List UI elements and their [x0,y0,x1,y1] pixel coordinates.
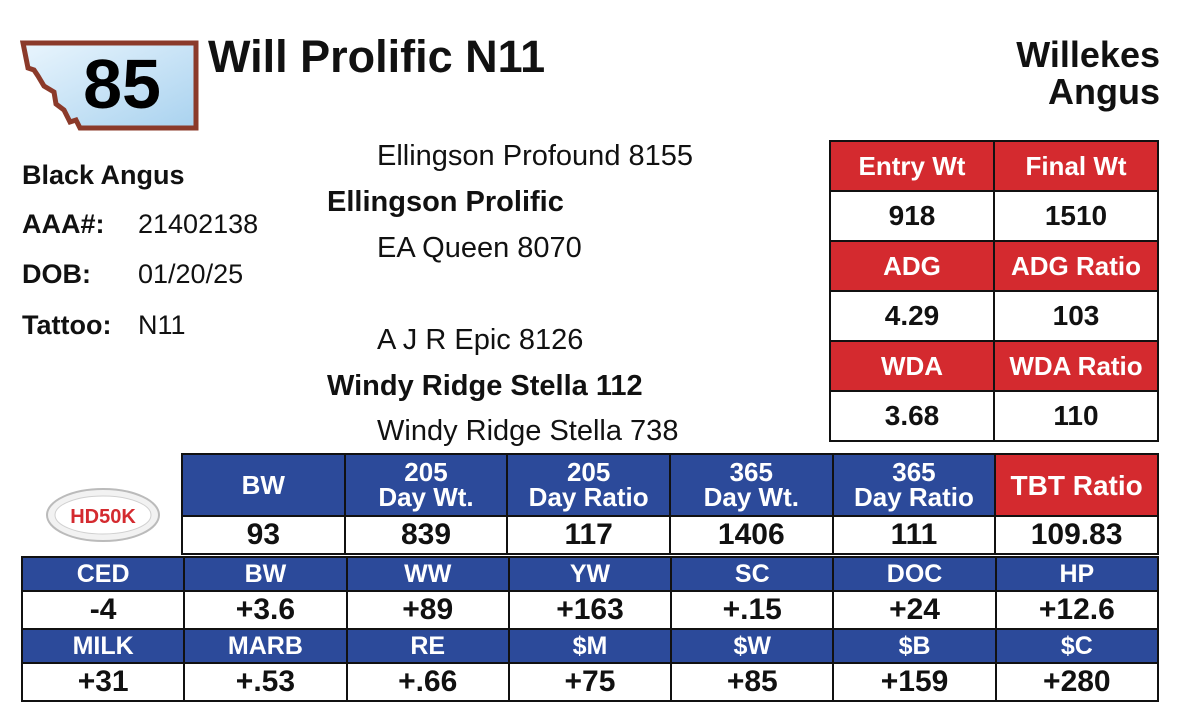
epd-value: +3.6 [183,590,348,630]
weights-header-365-ratio: 365 Day Ratio [831,453,997,517]
weights-header-tbt-ratio: TBT Ratio [994,453,1159,517]
tattoo-label: Tattoo: [22,310,112,340]
weights-value-bw: 93 [181,515,346,555]
animal-name: Will Prolific N11 [208,31,546,82]
wda-value: 3.68 [829,390,995,442]
adg-header: ADG [829,240,995,292]
pedigree-sire: Ellingson Prolific [327,186,564,218]
epd-value: +89 [345,590,510,630]
montana-badge-icon [20,40,199,131]
hd50k-logo-icon: HD50K [46,488,160,542]
epd-header: $M [507,628,673,664]
epd-value: -4 [20,590,186,630]
epd-value: +.15 [670,590,835,630]
breeder-line-1: Willekes [1016,34,1160,75]
epd-header: CED [20,556,186,592]
weights-header-205-ratio: 205 Day Ratio [506,453,671,517]
epd-value: +159 [832,662,997,702]
weights-table: BW 205 Day Wt. 205 Day Ratio 365 Day Wt. 36… [181,453,1159,555]
epd-header: $B [832,628,997,664]
pedigree-sire-sire: Ellingson Profound 8155 [377,140,694,172]
epd-header: WW [345,556,510,592]
breed: Black Angus [22,160,185,190]
weights-value-365-wt: 1406 [668,515,834,555]
epd-value: +24 [832,590,997,630]
epd-value: +163 [507,590,673,630]
final-wt-value: 1510 [993,190,1159,242]
weights-header-365-wt: 365 Day Wt. [668,453,834,517]
pedigree-sire-dam: EA Queen 8070 [377,232,582,264]
performance-table: Entry Wt Final Wt 918 1510 ADG ADG Ratio… [829,140,1159,442]
tattoo-value: N11 [138,310,186,340]
adg-value: 4.29 [829,290,995,342]
dob-value: 01/20/25 [138,259,244,289]
adg-ratio-value: 103 [993,290,1159,342]
wda-ratio-header: WDA Ratio [993,340,1159,392]
epd-value: +.53 [183,662,348,702]
wda-header: WDA [829,340,995,392]
epd-value: +31 [20,662,186,702]
epd-header: BW [183,556,348,592]
weights-value-205-wt: 839 [343,515,509,555]
epd-value: +75 [507,662,673,702]
weights-value-tbt-ratio: 109.83 [994,515,1159,555]
epd-header: $C [994,628,1160,664]
epd-value: +12.6 [994,590,1160,630]
epd-header: $W [670,628,835,664]
aaa-label: AAA#: [22,209,105,239]
entry-wt-header: Entry Wt [829,140,995,192]
epd-table: CED BW WW YW SC DOC HP -4 +3.6 +89 +163 … [20,556,1160,702]
hd50k-logo-text: HD50K [70,506,136,528]
epd-header: YW [507,556,673,592]
weights-header-bw: BW [181,453,346,517]
breeder-line-2: Angus [1048,71,1160,112]
lot-number: 85 [83,45,161,123]
epd-header: SC [670,556,835,592]
epd-header: DOC [832,556,997,592]
weights-value-205-ratio: 117 [506,515,671,555]
pedigree-dam-sire: A J R Epic 8126 [377,324,584,356]
final-wt-header: Final Wt [993,140,1159,192]
epd-header: RE [345,628,510,664]
wda-ratio-value: 110 [993,390,1159,442]
aaa-value: 21402138 [138,209,259,239]
dob-label: DOB: [22,259,91,289]
epd-header: MARB [183,628,348,664]
pedigree-dam-dam: Windy Ridge Stella 738 [377,415,679,447]
adg-ratio-header: ADG Ratio [993,240,1159,292]
pedigree-dam: Windy Ridge Stella 112 [327,370,643,402]
epd-value: +85 [670,662,835,702]
epd-header: HP [994,556,1160,592]
breeder-name: Willekes Angus [1016,36,1160,110]
epd-value: +.66 [345,662,510,702]
weights-value-365-ratio: 111 [831,515,997,555]
entry-wt-value: 918 [829,190,995,242]
epd-header: MILK [20,628,186,664]
weights-header-205-wt: 205 Day Wt. [343,453,509,517]
epd-value: +280 [994,662,1160,702]
